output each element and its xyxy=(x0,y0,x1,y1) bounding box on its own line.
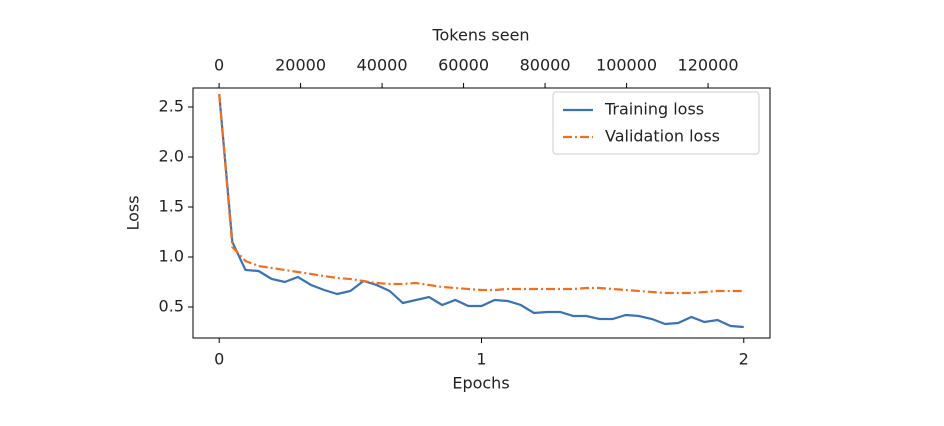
y-tick-label: 0.5 xyxy=(159,297,184,316)
y-axis-label: Loss xyxy=(124,195,143,230)
y-tick-label: 2.0 xyxy=(159,147,184,166)
x2-tick-label: 100000 xyxy=(596,56,657,75)
x2-tick-label: 60000 xyxy=(438,56,489,75)
legend-label: Training loss xyxy=(604,100,704,119)
x-tick-label: 0 xyxy=(214,350,224,369)
x2-tick-label: 80000 xyxy=(520,56,571,75)
x2-tick-label: 120000 xyxy=(678,56,739,75)
x2-axis-label: Tokens seen xyxy=(431,26,529,45)
x-axis-label: Epochs xyxy=(452,374,509,393)
x2-tick-label: 40000 xyxy=(357,56,408,75)
data-line xyxy=(218,93,744,295)
data-line xyxy=(218,93,744,329)
y-tick-label: 1.5 xyxy=(159,197,184,216)
x2-tick-label: 20000 xyxy=(275,56,326,75)
x-tick-label: 1 xyxy=(476,350,486,369)
y-tick-label: 2.5 xyxy=(159,97,184,116)
x2-tick-label: 0 xyxy=(214,56,224,75)
legend-box xyxy=(552,91,760,155)
y-tick-label: 1.0 xyxy=(159,247,184,266)
legend-label: Validation loss xyxy=(605,127,720,146)
x-tick-label: 2 xyxy=(739,350,749,369)
plot-frame xyxy=(192,87,771,339)
